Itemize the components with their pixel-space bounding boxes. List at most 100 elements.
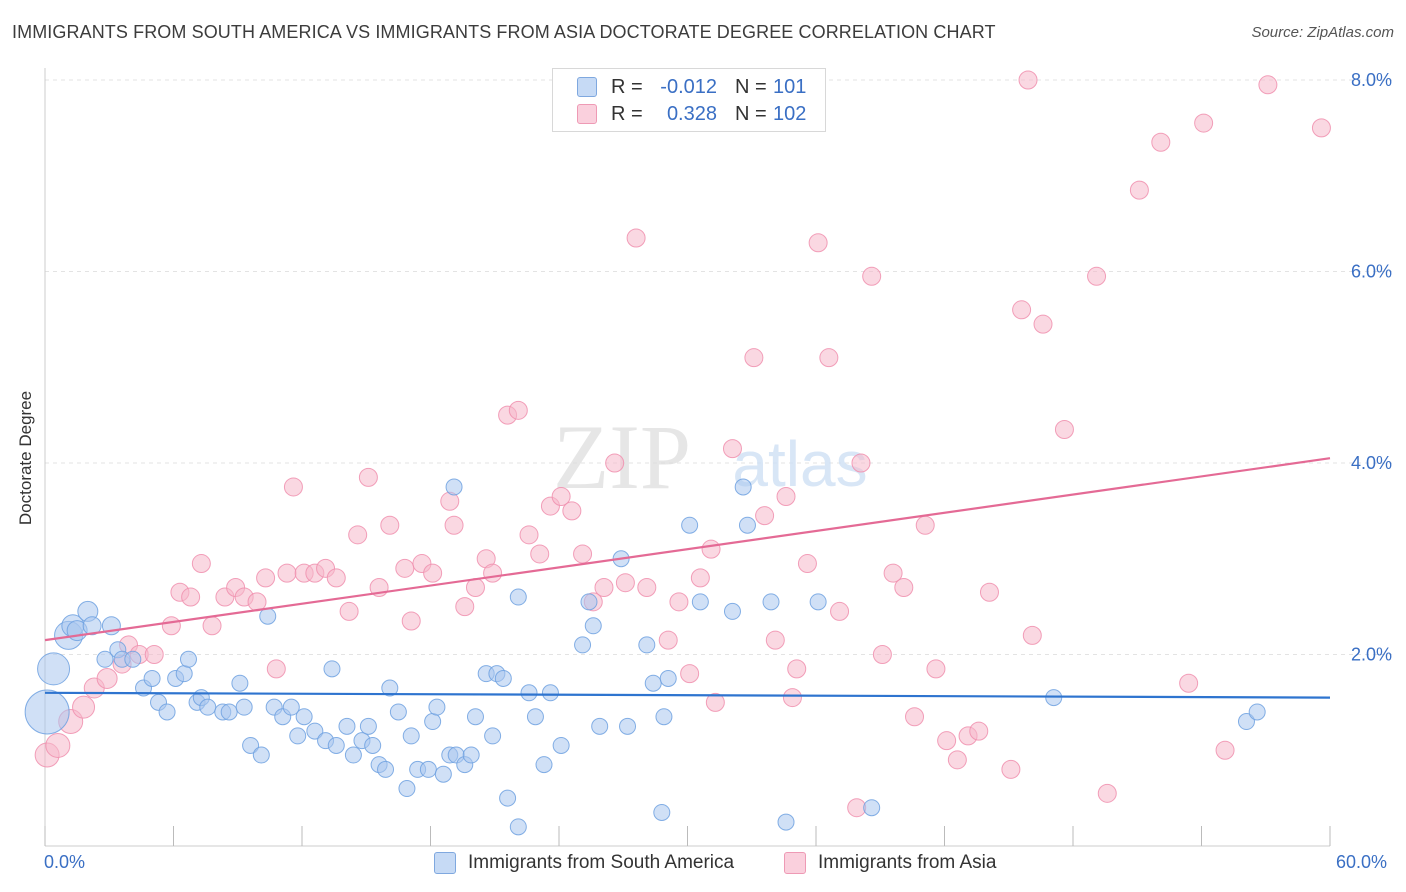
data-point [82, 616, 102, 636]
data-point [358, 467, 378, 487]
legend-r-value: -0.012 [660, 75, 717, 98]
data-point [605, 453, 625, 473]
data-point [338, 717, 356, 735]
watermark-atlas: atlas [732, 428, 867, 500]
data-point [252, 746, 270, 764]
data-point [1097, 783, 1117, 803]
data-point [847, 798, 867, 818]
data-point [883, 563, 903, 583]
data-point [680, 664, 700, 684]
legend-n-label: N = [735, 75, 767, 98]
y-tick-label: 2.0% [1351, 645, 1392, 665]
data-point [626, 228, 646, 248]
data-point [191, 554, 211, 574]
data-point [144, 645, 164, 664]
data-point [256, 568, 276, 588]
data-point [915, 515, 935, 535]
data-point [283, 477, 303, 497]
y-tick-label: 6.0% [1351, 262, 1392, 282]
data-point [377, 760, 395, 778]
data-point [37, 652, 71, 686]
legend-item-asia[interactable]: Immigrants from Asia [784, 852, 996, 874]
data-point [862, 266, 882, 286]
data-point [339, 601, 359, 621]
data-point [348, 525, 368, 545]
data-point [926, 659, 946, 679]
legend-swatch-asia [784, 852, 806, 874]
data-point [220, 703, 238, 721]
series-south-america-points [24, 478, 1266, 836]
data-point [323, 660, 341, 678]
correlation-legend: R = -0.012 N = 101 R = 0.328 N = 102 [552, 68, 826, 132]
data-point [653, 803, 671, 821]
data-point [655, 708, 673, 726]
data-point [161, 616, 181, 636]
data-point [830, 601, 850, 621]
data-point [266, 659, 286, 679]
data-point [659, 669, 677, 687]
legend-n-value: 101 [773, 75, 807, 98]
data-point [158, 703, 176, 721]
data-point [734, 478, 752, 496]
y-tick-labels: 2.0% 4.0% 6.0% 8.0% [1351, 70, 1392, 665]
legend-swatch-south-america [577, 77, 597, 97]
data-point [1033, 314, 1053, 334]
data-point [466, 708, 484, 726]
data-point [573, 544, 593, 564]
legend-r-value: 0.328 [666, 102, 717, 125]
data-point [530, 544, 550, 564]
data-point [494, 669, 512, 687]
data-point [863, 799, 881, 817]
data-point [202, 616, 222, 636]
data-point [1311, 118, 1331, 138]
data-point [1012, 300, 1032, 320]
data-point [809, 593, 827, 611]
data-point [744, 348, 764, 368]
legend-n-value: 102 [773, 102, 807, 125]
data-point [681, 516, 699, 534]
data-point [295, 708, 313, 726]
gridlines [45, 79, 1392, 655]
data-point [591, 717, 609, 735]
x-tick-max: 60.0% [1336, 852, 1388, 872]
data-point [615, 573, 635, 593]
data-point [455, 597, 475, 617]
data-point [658, 630, 678, 650]
data-point [259, 607, 277, 625]
legend-row-south-america: R = -0.012 N = 101 [577, 74, 806, 100]
legend-swatch-asia [577, 104, 597, 124]
data-point [1237, 713, 1255, 731]
data-point [782, 688, 802, 708]
data-point [937, 731, 957, 751]
data-point [755, 506, 775, 526]
legend-item-south-america[interactable]: Immigrants from South America [434, 852, 734, 874]
data-point [235, 698, 253, 716]
data-point [1258, 75, 1278, 95]
legend-label-asia: Immigrants from Asia [818, 852, 997, 873]
data-point [594, 577, 614, 597]
series-legend: Immigrants from South America Immigrants… [0, 852, 1406, 878]
data-point [690, 568, 710, 588]
data-point [423, 563, 443, 583]
data-point [277, 563, 297, 583]
data-point [979, 582, 999, 602]
data-point [541, 684, 559, 702]
data-point [381, 679, 399, 697]
data-point [344, 746, 362, 764]
x-tick-min: 0.0% [44, 852, 86, 872]
data-point [1018, 70, 1038, 90]
data-point [72, 695, 96, 719]
data-point [1001, 759, 1021, 779]
data-point [462, 746, 480, 764]
source-credit: Source: ZipAtlas.com [1251, 24, 1394, 41]
trend-lines [44, 457, 1331, 699]
data-point [434, 765, 452, 783]
data-point [701, 539, 721, 559]
data-point [1215, 740, 1235, 760]
data-point [45, 732, 71, 758]
data-point [574, 636, 592, 654]
data-point [428, 698, 446, 716]
data-point [424, 713, 442, 731]
data-point [619, 717, 637, 735]
